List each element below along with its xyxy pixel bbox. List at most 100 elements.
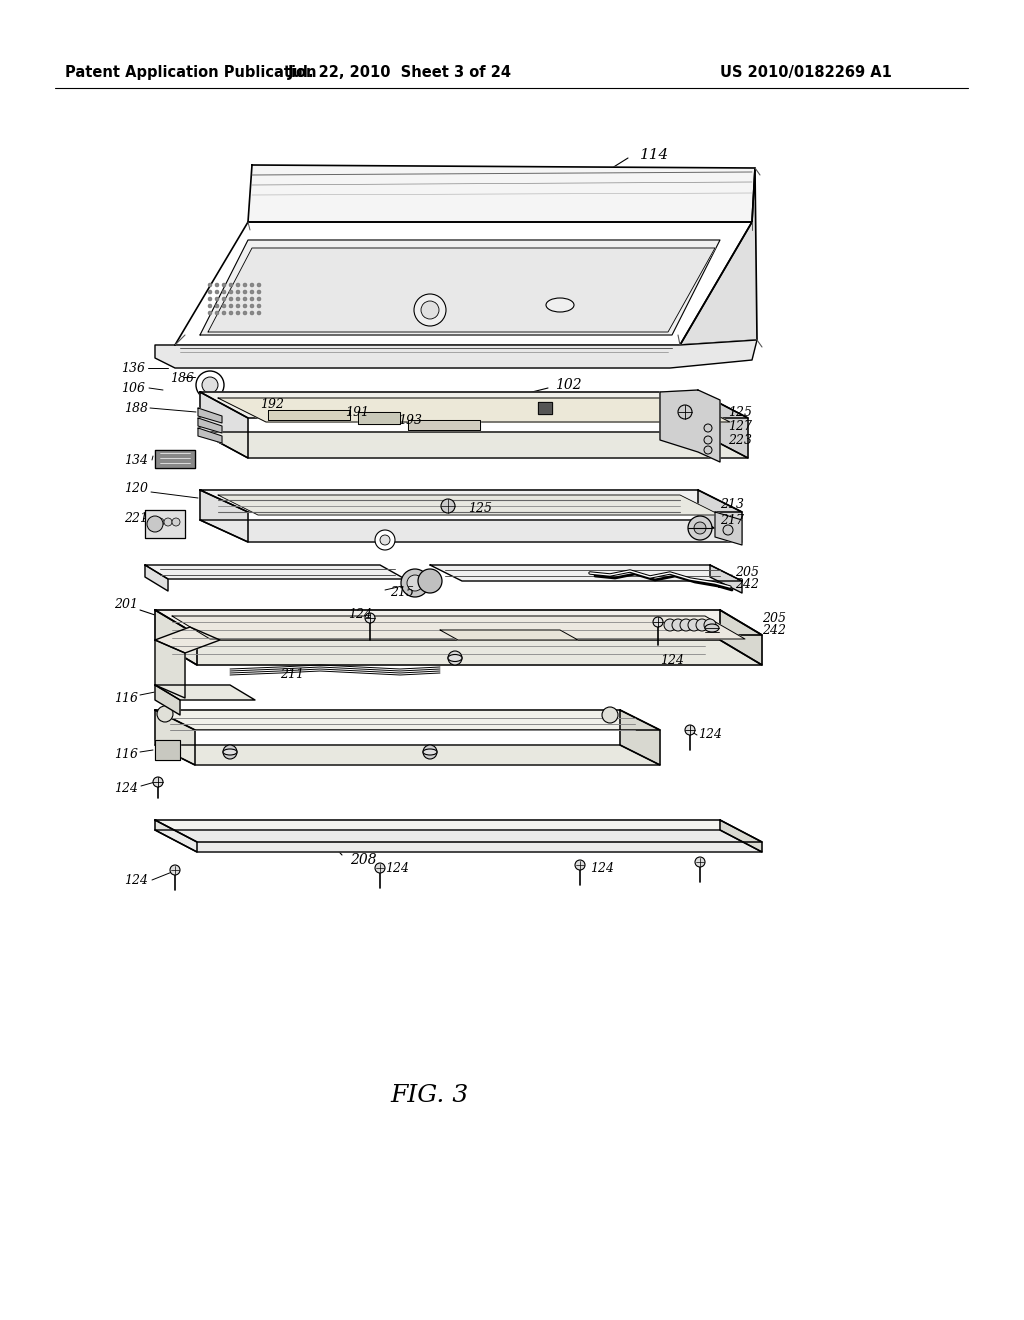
Polygon shape (155, 685, 180, 715)
Circle shape (148, 517, 156, 525)
Text: 188: 188 (124, 401, 148, 414)
Polygon shape (155, 820, 762, 842)
Polygon shape (430, 565, 742, 581)
Circle shape (449, 651, 462, 665)
Text: 124: 124 (385, 862, 409, 874)
Polygon shape (155, 640, 185, 698)
Circle shape (229, 297, 233, 301)
Circle shape (243, 304, 247, 308)
Circle shape (694, 521, 706, 535)
Circle shape (653, 616, 663, 627)
Circle shape (250, 304, 254, 308)
Circle shape (250, 282, 254, 286)
Text: 102: 102 (555, 378, 582, 392)
Polygon shape (200, 432, 748, 458)
Polygon shape (145, 510, 185, 539)
Polygon shape (155, 627, 220, 653)
Text: 125: 125 (728, 405, 752, 418)
Text: 116: 116 (114, 692, 138, 705)
Circle shape (222, 282, 226, 286)
Polygon shape (155, 610, 197, 665)
Polygon shape (408, 420, 480, 430)
Circle shape (208, 282, 212, 286)
Text: 134: 134 (124, 454, 148, 466)
Circle shape (678, 405, 692, 418)
Text: 221: 221 (124, 511, 148, 524)
Polygon shape (715, 512, 742, 545)
Text: 114: 114 (640, 148, 670, 162)
Circle shape (602, 708, 618, 723)
Circle shape (236, 304, 240, 308)
Polygon shape (620, 710, 660, 766)
Text: 125: 125 (468, 502, 492, 515)
Polygon shape (720, 610, 762, 665)
Circle shape (375, 531, 395, 550)
Text: 127: 127 (728, 420, 752, 433)
Polygon shape (155, 341, 757, 368)
Polygon shape (698, 392, 748, 458)
Polygon shape (200, 490, 742, 512)
Polygon shape (680, 168, 757, 345)
Circle shape (215, 290, 219, 294)
Polygon shape (710, 565, 742, 593)
Circle shape (257, 297, 261, 301)
Circle shape (365, 612, 375, 623)
Text: 217: 217 (720, 513, 744, 527)
Polygon shape (268, 411, 350, 420)
Text: 120: 120 (124, 482, 148, 495)
Polygon shape (218, 399, 730, 422)
Polygon shape (155, 820, 197, 851)
Circle shape (418, 569, 442, 593)
Polygon shape (198, 408, 222, 422)
Text: 201: 201 (114, 598, 138, 611)
Circle shape (236, 297, 240, 301)
Polygon shape (200, 392, 748, 418)
Polygon shape (155, 710, 660, 730)
Text: 211: 211 (280, 668, 304, 681)
Circle shape (222, 290, 226, 294)
Polygon shape (248, 165, 755, 222)
Circle shape (208, 312, 212, 315)
Polygon shape (200, 490, 248, 543)
Text: 223: 223 (728, 433, 752, 446)
Ellipse shape (546, 298, 574, 312)
Circle shape (215, 297, 219, 301)
Ellipse shape (423, 748, 437, 755)
Polygon shape (198, 418, 222, 433)
Text: 242: 242 (735, 578, 759, 591)
Ellipse shape (705, 624, 719, 632)
Circle shape (705, 619, 716, 631)
Circle shape (688, 516, 712, 540)
Circle shape (407, 576, 423, 591)
Text: FIG. 3: FIG. 3 (391, 1084, 469, 1106)
Text: 116: 116 (114, 748, 138, 762)
Text: 205: 205 (762, 611, 786, 624)
Text: US 2010/0182269 A1: US 2010/0182269 A1 (720, 65, 892, 79)
Ellipse shape (449, 655, 462, 661)
Circle shape (215, 312, 219, 315)
Text: 124: 124 (348, 609, 372, 622)
Polygon shape (155, 640, 762, 665)
Polygon shape (145, 565, 406, 579)
Text: 124: 124 (660, 653, 684, 667)
Polygon shape (200, 520, 742, 543)
Circle shape (229, 304, 233, 308)
Circle shape (202, 378, 218, 393)
Circle shape (705, 424, 712, 432)
Circle shape (688, 619, 700, 631)
Circle shape (695, 857, 705, 867)
Circle shape (257, 290, 261, 294)
Text: 215: 215 (390, 586, 414, 599)
Text: 208: 208 (350, 853, 377, 867)
Text: 106: 106 (121, 381, 145, 395)
Circle shape (243, 297, 247, 301)
Circle shape (414, 294, 446, 326)
Circle shape (222, 297, 226, 301)
Circle shape (208, 297, 212, 301)
Circle shape (243, 290, 247, 294)
Polygon shape (145, 565, 168, 591)
Circle shape (223, 744, 237, 759)
Polygon shape (155, 450, 195, 469)
Text: 191: 191 (345, 407, 369, 420)
Circle shape (229, 312, 233, 315)
